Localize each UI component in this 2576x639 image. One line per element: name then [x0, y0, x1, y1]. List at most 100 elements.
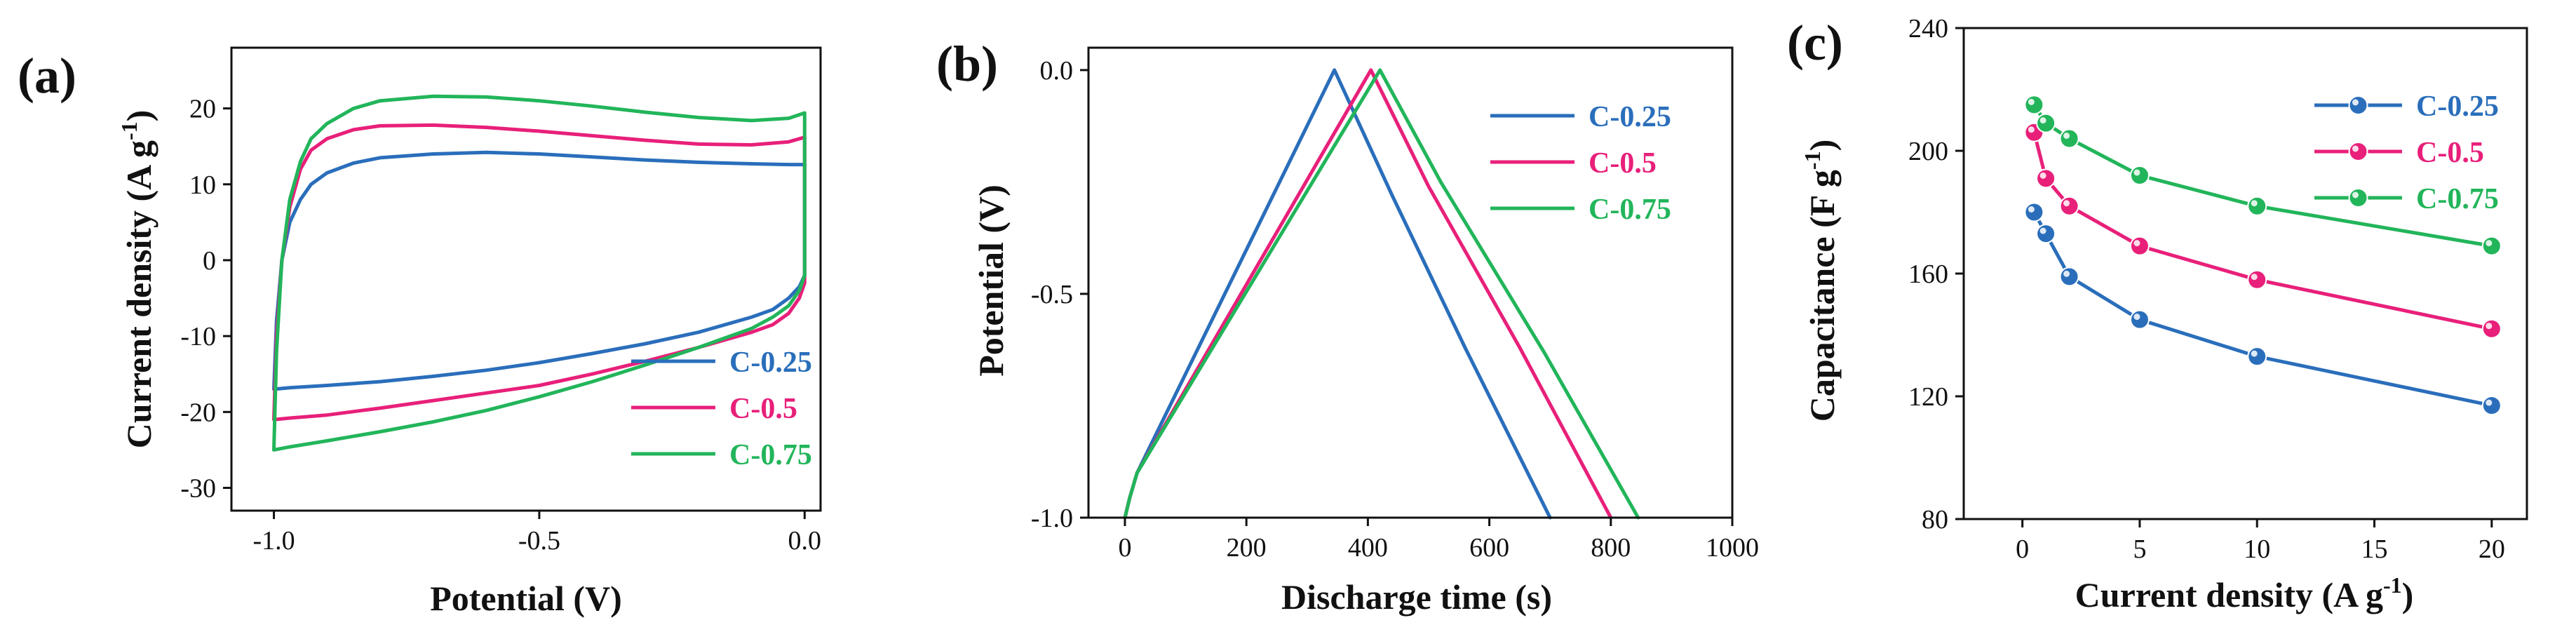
x-tick-label-b: 200: [1227, 533, 1267, 563]
x-tick-label-a: -1.0: [252, 526, 295, 556]
y-axis-title-a-end: ): [119, 110, 159, 122]
data-point-c-0.5: [2247, 269, 2267, 290]
data-point-c-0.5: [2129, 236, 2150, 256]
x-tick-label-a: 0.0: [788, 526, 822, 556]
legend-marker-highlight-c-0.5: [2352, 145, 2359, 152]
legend-marker-highlight-c-0.25: [2352, 99, 2359, 106]
y-tick-label-b: 0.0: [1040, 56, 1074, 86]
x-axis-title-c-sup: -1: [2383, 572, 2402, 598]
panel-label-b: (b): [936, 36, 998, 92]
y-tick-label-c: 80: [1922, 505, 1948, 534]
data-point-c-0.5: [2036, 168, 2056, 189]
legend-label-c-0.25: C-0.25: [1589, 101, 1671, 133]
x-ticks-b: 0 200 400 600 800 1000: [1118, 518, 1759, 563]
series-line-c-0.5: [1123, 68, 1613, 520]
y-tick-label-c: 200: [1908, 137, 1948, 166]
series-line-c-0.5: [272, 123, 807, 422]
series-line-c-0.25: [2032, 210, 2494, 408]
y-tick-label-a: -20: [180, 398, 216, 427]
x-tick-label-c: 10: [2244, 534, 2270, 564]
x-tick-label-c: 0: [2016, 534, 2029, 564]
y-tick-label-a: -30: [180, 474, 216, 504]
data-point-highlight-c-0.25: [2039, 227, 2046, 234]
data-point-highlight-c-0.25: [2133, 314, 2140, 321]
x-axis-title-c: Current density (A g-1): [2075, 572, 2414, 614]
y-tick-label-b: -1.0: [1031, 504, 1073, 533]
data-point-highlight-c-0.25: [2251, 350, 2258, 357]
legend-label-c-0.5: C-0.5: [1589, 147, 1657, 180]
y-axis-title-b: Potential (V): [971, 184, 1011, 377]
y-axis-title-c: Capacitance (F g-1): [1800, 140, 1842, 422]
data-point-c-0.25: [2036, 224, 2056, 244]
data-point-c-0.75: [2481, 236, 2502, 256]
x-tick-label-b: 400: [1348, 533, 1388, 563]
y-axis-title-a-main: Current density (A g: [119, 140, 159, 448]
y-tick-label-c: 120: [1908, 382, 1948, 412]
data-point-highlight-c-0.25: [2063, 270, 2070, 277]
y-axis-title-a: Current density (A g-1): [116, 110, 159, 449]
x-axis-title-c-end: ): [2402, 575, 2414, 614]
data-point-c-0.75: [2036, 113, 2056, 133]
x-tick-label-b: 600: [1469, 533, 1509, 563]
data-point-highlight-c-0.75: [2028, 98, 2035, 105]
data-point-c-0.25: [2481, 396, 2502, 416]
panel-label-a: (a): [18, 48, 76, 104]
data-point-highlight-c-0.5: [2028, 126, 2035, 133]
y-tick-label-a: 0: [203, 246, 216, 276]
y-tick-label-a: 20: [189, 95, 216, 124]
legend-label-c-0.25: C-0.25: [729, 347, 812, 379]
data-point-c-0.75: [2247, 196, 2267, 216]
data-point-c-0.75: [2059, 128, 2079, 149]
legend-marker-c-0.5: [2348, 142, 2368, 161]
legend-marker-highlight-c-0.75: [2352, 191, 2359, 199]
x-tick-label-c: 5: [2133, 534, 2146, 564]
y-ticks-b: -1.0 -0.5 0.0: [1031, 56, 1088, 533]
y-ticks-a: -30 -20 -10 0 10 20: [180, 95, 231, 504]
data-point-highlight-c-0.75: [2039, 117, 2046, 124]
data-point-highlight-c-0.75: [2133, 169, 2140, 176]
data-point-highlight-c-0.5: [2039, 172, 2046, 179]
data-point-highlight-c-0.25: [2028, 206, 2035, 213]
x-tick-label-b: 1000: [1706, 533, 1759, 563]
legend-label-c-0.75: C-0.75: [1589, 194, 1671, 226]
legend-b: C-0.25 C-0.5 C-0.75: [1490, 101, 1671, 226]
x-ticks-c: 0 5 10 15 20: [2016, 519, 2505, 564]
data-point-highlight-c-0.75: [2063, 133, 2070, 139]
data-point-highlight-c-0.25: [2486, 399, 2493, 406]
series-line-c-0.75: [272, 94, 807, 452]
data-point-highlight-c-0.5: [2486, 323, 2493, 330]
legend-a: C-0.25 C-0.5 C-0.75: [631, 347, 812, 471]
x-axis-title-c-main: Current density (A g: [2075, 575, 2383, 614]
data-point-highlight-c-0.5: [2133, 240, 2140, 247]
x-axis-title-b: Discharge time (s): [1281, 577, 1552, 617]
plot-area-c: [2024, 95, 2502, 416]
y-axis-title-c-sup: -1: [1800, 151, 1825, 170]
x-tick-label-c: 20: [2479, 534, 2505, 564]
axes-frame-a: [230, 46, 822, 512]
plot-area-a: [272, 94, 807, 452]
plot-area-b: [1123, 68, 1640, 520]
data-point-c-0.75: [2129, 166, 2150, 185]
axes-frame-b: [1087, 46, 1734, 519]
data-point-c-0.25: [2024, 202, 2044, 222]
panel-b: (b) 0 200 400 600 800 1000 -1.0 -0.5 0.0 Discha…: [936, 36, 1759, 617]
data-point-highlight-c-0.5: [2251, 274, 2258, 281]
y-axis-title-c-end: ): [1802, 140, 1842, 152]
legend-label-c-0.75: C-0.75: [2416, 183, 2499, 215]
x-axis-title-a: Potential (V): [430, 579, 622, 618]
y-tick-label-c: 240: [1908, 14, 1948, 43]
data-point-highlight-c-0.75: [2486, 240, 2493, 247]
data-point-c-0.25: [2059, 267, 2079, 287]
x-tick-label-c: 15: [2361, 534, 2388, 564]
y-tick-label-c: 160: [1908, 260, 1948, 289]
y-axis-title-a-sup: -1: [116, 121, 142, 140]
legend-label-c-0.75: C-0.75: [729, 439, 812, 471]
y-tick-label-a: -10: [180, 322, 216, 351]
x-tick-label-a: -0.5: [518, 526, 560, 556]
y-tick-label-b: -0.5: [1031, 280, 1073, 309]
data-point-highlight-c-0.5: [2063, 200, 2070, 207]
data-point-c-0.25: [2129, 309, 2150, 330]
series-line-c-0.75: [1123, 68, 1640, 520]
x-tick-label-b: 800: [1591, 533, 1631, 563]
